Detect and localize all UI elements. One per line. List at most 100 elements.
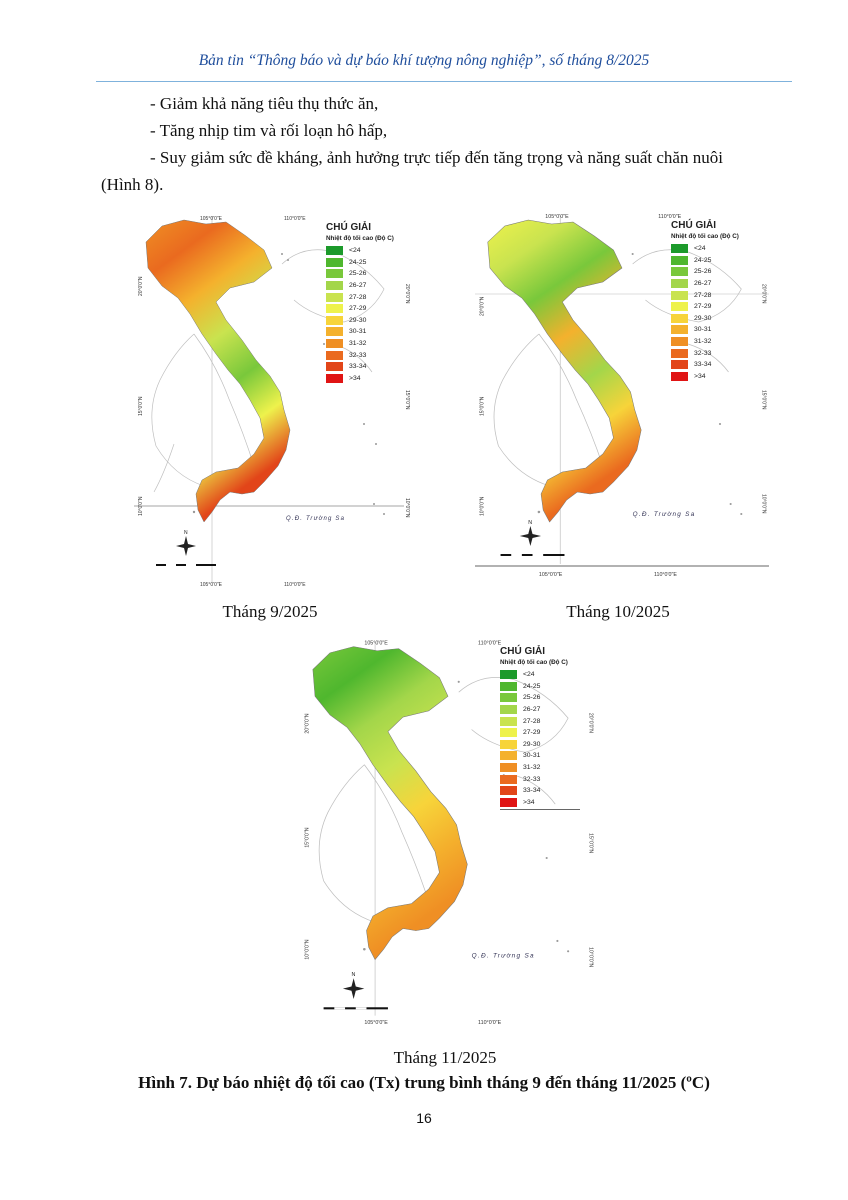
lon-label-105-bottom: 105°0'0"E — [364, 1020, 388, 1026]
islands — [363, 680, 570, 953]
north-label: N — [351, 972, 355, 978]
legend-label: >34 — [694, 372, 706, 380]
spratly-label: Q.Đ. Trường Sa — [286, 516, 345, 522]
legend-label: 27-29 — [694, 303, 712, 311]
legend-swatch — [326, 327, 343, 337]
legend-entry: 27-29 — [500, 727, 580, 739]
legend-swatch — [671, 313, 688, 323]
lat-label-15-left: 15°0'0"N — [305, 827, 311, 847]
legend-entry: 31-32 — [500, 762, 580, 774]
legend-label: 27-29 — [523, 729, 541, 737]
lat-label-20-left: 20°0'0"N — [305, 713, 311, 733]
legend-entry: 31-32 — [671, 336, 739, 348]
vietnam-shape — [312, 646, 468, 961]
caption-september: Tháng 9/2025 — [222, 602, 318, 621]
legend-items: <24 24-25 25-26 26-27 27-28 27-29 29-30 30-31 31… — [500, 669, 580, 808]
legend-label: 27-29 — [349, 305, 367, 313]
compass-rose-icon: N — [176, 530, 196, 556]
legend-entry: 26-27 — [326, 280, 394, 292]
caption-november: Tháng 11/2025 — [393, 1048, 497, 1067]
map-legend: CHÚ GIẢI Nhiệt độ tối cao (Độ C) <24 24-2… — [326, 222, 394, 384]
legend-title: CHÚ GIẢI — [671, 220, 716, 231]
legend-label: 32-33 — [349, 351, 367, 359]
legend-label: 27-28 — [523, 717, 541, 725]
lat-label-20-left: 20°0'0"N — [479, 296, 485, 316]
legend-swatch — [500, 670, 517, 680]
legend-title: CHÚ GIẢI — [326, 222, 371, 233]
legend-entry: 24-25 — [500, 681, 580, 693]
lon-label-110-bottom: 110°0'0"E — [478, 1020, 502, 1026]
legend-entry: <24 — [500, 669, 580, 681]
legend-entry: 27-28 — [500, 715, 580, 727]
legend-swatch — [500, 763, 517, 773]
legend-label: 26-27 — [523, 706, 541, 714]
legend-swatch — [500, 751, 517, 761]
north-label: N — [528, 520, 532, 526]
legend-items: <24 24-25 25-26 26-27 27-28 27-29 29-30 30-31 31… — [671, 243, 739, 382]
legend-entry: 30-31 — [671, 324, 739, 336]
map-november: 105°0'0"E 110°0'0"E 105°0'0"E 110°0'0"E … — [300, 630, 596, 1028]
legend-swatch — [500, 705, 517, 715]
legend-swatch — [671, 290, 688, 300]
body-line-4: (Hình 8). — [101, 175, 164, 194]
legend-swatch — [326, 269, 343, 279]
legend-label: 31-32 — [694, 338, 712, 346]
lat-label-20-right: 20°0'0"N — [588, 713, 594, 733]
lat-label-10-right: 10°0'0"N — [761, 494, 767, 514]
legend-entry: 27-28 — [326, 291, 394, 303]
legend-label: 29-30 — [694, 314, 712, 322]
legend-swatch — [671, 325, 688, 335]
lon-label-105-top: 105°0'0"E — [364, 641, 388, 647]
lon-label-105-top: 105°0'0"E — [545, 214, 569, 220]
lat-label-20-left: 20°0'0"N — [138, 276, 144, 296]
legend-label: 27-28 — [694, 291, 712, 299]
legend-swatch — [500, 693, 517, 703]
lat-label-10-left: 10°0'0"N — [305, 939, 311, 959]
legend-swatch — [671, 244, 688, 254]
map-september: 105°0'0"E 110°0'0"E 105°0'0"E 110°0'0"E … — [134, 204, 410, 588]
lat-label-15-left: 15°0'0"N — [479, 396, 485, 416]
legend-label: <24 — [694, 245, 706, 253]
legend-swatch — [500, 728, 517, 738]
legend-swatch — [671, 371, 688, 381]
vietnam-map-svg: 105°0'0"E 110°0'0"E 105°0'0"E 110°0'0"E … — [305, 641, 594, 1026]
legend-label: 30-31 — [349, 328, 367, 336]
legend-swatch — [500, 774, 517, 784]
legend-swatch — [326, 315, 343, 325]
legend-label: >34 — [523, 798, 535, 806]
legend-label: 33-34 — [349, 363, 367, 371]
lon-label-110-top: 110°0'0"E — [478, 641, 502, 647]
lon-label-105-top: 105°0'0"E — [200, 216, 223, 222]
legend-entry: 30-31 — [500, 750, 580, 762]
vietnam-shape — [487, 219, 642, 523]
map-october: 105°0'0"E 110°0'0"E 105°0'0"E 110°0'0"E … — [475, 204, 769, 582]
legend-label: 29-30 — [349, 316, 367, 324]
legend-swatch — [326, 362, 343, 372]
legend-entry: 33-34 — [326, 361, 394, 373]
legend-label: 24-25 — [523, 682, 541, 690]
legend-swatch — [671, 348, 688, 358]
legend-label: 33-34 — [694, 361, 712, 369]
compass-rose-icon: N — [519, 520, 542, 546]
legend-entry: 31-32 — [326, 338, 394, 350]
legend-label: 29-30 — [523, 740, 541, 748]
lat-label-20-right: 20°0'0"N — [761, 284, 767, 304]
legend-swatch — [326, 350, 343, 360]
caption-october: Tháng 10/2025 — [566, 602, 670, 621]
legend-swatch — [326, 246, 343, 256]
legend-subtitle: Nhiệt độ tối cao (Độ C) — [500, 659, 568, 666]
legend-label: 30-31 — [523, 752, 541, 760]
lat-label-15-right: 15°0'0"N — [404, 390, 410, 410]
legend-swatch — [326, 281, 343, 291]
legend-entry: 24-25 — [326, 257, 394, 269]
legend-swatch — [500, 681, 517, 691]
legend-entry: 29-30 — [500, 739, 580, 751]
legend-entry: 29-30 — [326, 315, 394, 327]
lon-label-105-bottom: 105°0'0"E — [200, 582, 223, 588]
legend-swatch — [326, 292, 343, 302]
legend-label: 24-25 — [694, 256, 712, 264]
legend-swatch — [671, 337, 688, 347]
legend-entry: <24 — [326, 245, 394, 257]
legend-label: 32-33 — [694, 349, 712, 357]
lat-label-10-left: 10°0'0"N — [479, 496, 485, 516]
